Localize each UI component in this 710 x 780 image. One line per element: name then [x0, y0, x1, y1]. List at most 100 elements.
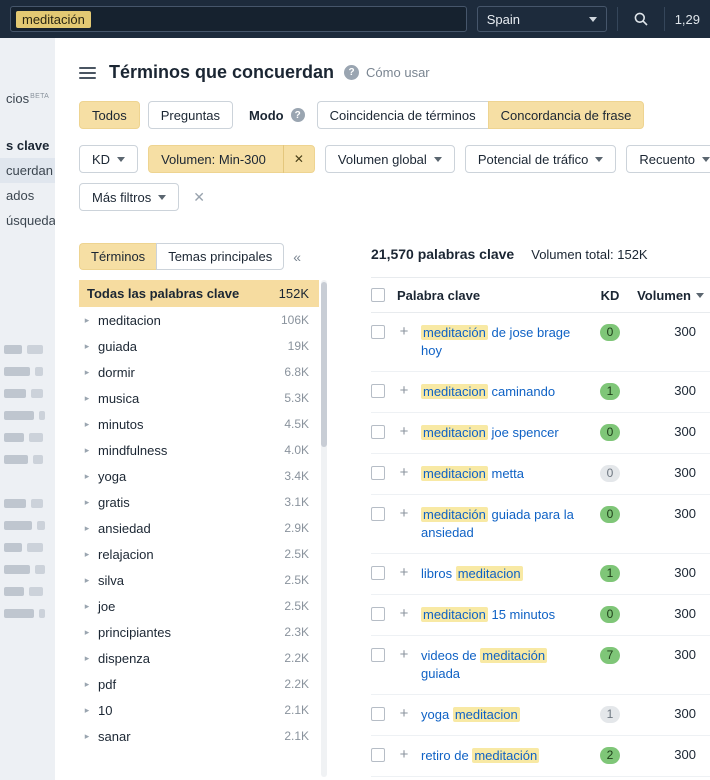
- term-list-item[interactable]: ▸ mindfulness 4.0K: [79, 437, 319, 463]
- keyword-link[interactable]: meditacion joe spencer: [421, 424, 588, 442]
- term-list-item[interactable]: ▸ guiada 19K: [79, 333, 319, 359]
- term-list-item[interactable]: ▸ dormir 6.8K: [79, 359, 319, 385]
- expand-triangle-icon[interactable]: ▸: [84, 678, 90, 689]
- term-list-item[interactable]: ▸ dispenza 2.2K: [79, 645, 319, 671]
- expand-triangle-icon[interactable]: ▸: [84, 314, 90, 325]
- scrollbar-thumb[interactable]: [321, 282, 327, 447]
- search-button[interactable]: [628, 6, 654, 32]
- mode-phrase-match[interactable]: Concordancia de frase: [487, 101, 645, 129]
- term-list-item[interactable]: ▸ pdf 2.2K: [79, 671, 319, 697]
- add-keyword-icon[interactable]: +: [399, 564, 409, 581]
- terms-scrollbar[interactable]: [321, 280, 327, 777]
- term-list-item[interactable]: ▸ sanar 2.1K: [79, 723, 319, 749]
- keyword-link[interactable]: yoga meditacion: [421, 706, 588, 724]
- term-list-item[interactable]: ▸ gratis 3.1K: [79, 489, 319, 515]
- menu-icon[interactable]: [79, 66, 96, 79]
- column-keyword[interactable]: Palabra clave: [397, 287, 481, 303]
- expand-triangle-icon[interactable]: ▸: [84, 418, 90, 429]
- kd-filter-dropdown[interactable]: KD: [79, 145, 139, 173]
- keyword-link[interactable]: meditacion metta: [421, 465, 588, 483]
- expand-triangle-icon[interactable]: ▸: [84, 626, 90, 637]
- traffic-potential-dropdown[interactable]: Potencial de tráfico: [464, 145, 617, 173]
- country-select[interactable]: Spain: [476, 6, 607, 32]
- global-volume-dropdown[interactable]: Volumen global: [324, 145, 455, 173]
- term-list-item[interactable]: ▸ relajacion 2.5K: [79, 541, 319, 567]
- keyword-link[interactable]: videos de meditación guiada: [421, 647, 588, 683]
- sidebar-item-related[interactable]: ados: [6, 188, 35, 203]
- row-checkbox[interactable]: [371, 325, 385, 339]
- row-checkbox[interactable]: [371, 466, 385, 480]
- add-keyword-icon[interactable]: +: [399, 505, 409, 522]
- more-filters-dropdown[interactable]: Más filtros: [79, 183, 180, 211]
- expand-triangle-icon[interactable]: ▸: [84, 496, 90, 507]
- tab-terminos[interactable]: Términos: [79, 243, 157, 270]
- add-keyword-icon[interactable]: +: [399, 705, 409, 722]
- collapse-panel-icon[interactable]: «: [293, 248, 302, 265]
- add-keyword-icon[interactable]: +: [399, 464, 409, 481]
- clear-filters-icon[interactable]: ✕: [193, 188, 205, 205]
- tab-temas-principales[interactable]: Temas principales: [156, 243, 285, 270]
- expand-triangle-icon[interactable]: ▸: [84, 704, 90, 715]
- add-keyword-icon[interactable]: +: [399, 646, 409, 663]
- term-list-item[interactable]: ▸ silva 2.5K: [79, 567, 319, 593]
- keyword-link[interactable]: meditacion caminando: [421, 383, 588, 401]
- mode-help-icon[interactable]: ?: [290, 108, 305, 122]
- mode-terms-match[interactable]: Coincidencia de términos: [316, 101, 488, 129]
- expand-triangle-icon[interactable]: ▸: [84, 574, 90, 585]
- expand-triangle-icon[interactable]: ▸: [84, 522, 90, 533]
- country-label: Spain: [486, 11, 520, 27]
- term-list-item[interactable]: ▸ musica 5.3K: [79, 385, 319, 411]
- all-keywords-row[interactable]: Todas las palabras clave 152K: [79, 280, 319, 307]
- add-keyword-icon[interactable]: +: [399, 423, 409, 440]
- tab-todos[interactable]: Todos: [79, 101, 140, 129]
- keyword-search-input[interactable]: meditación: [10, 6, 467, 32]
- term-list-item[interactable]: ▸ ansiedad 2.9K: [79, 515, 319, 541]
- term-list-item[interactable]: ▸ 10 2.1K: [79, 697, 319, 723]
- row-checkbox[interactable]: [371, 566, 385, 580]
- keyword-link[interactable]: meditacion 15 minutos: [421, 606, 588, 624]
- keyword-link[interactable]: libros meditacion: [421, 565, 588, 583]
- kd-badge: 0: [599, 465, 621, 482]
- remove-filter-icon[interactable]: ✕: [282, 145, 314, 173]
- expand-triangle-icon[interactable]: ▸: [84, 470, 90, 481]
- tab-preguntas[interactable]: Preguntas: [147, 101, 233, 129]
- keyword-link[interactable]: meditación de jose brage hoy: [421, 324, 588, 360]
- expand-triangle-icon[interactable]: ▸: [84, 548, 90, 559]
- term-list-item[interactable]: ▸ joe 2.5K: [79, 593, 319, 619]
- select-all-checkbox[interactable]: [371, 288, 385, 302]
- row-checkbox[interactable]: [371, 707, 385, 721]
- help-icon[interactable]: ?: [344, 65, 360, 80]
- row-checkbox[interactable]: [371, 648, 385, 662]
- column-kd[interactable]: KD: [600, 287, 620, 303]
- row-checkbox[interactable]: [371, 607, 385, 621]
- expand-triangle-icon[interactable]: ▸: [84, 652, 90, 663]
- expand-triangle-icon[interactable]: ▸: [84, 730, 90, 741]
- term-list-item[interactable]: ▸ meditacion 106K: [79, 307, 319, 333]
- keyword-link[interactable]: meditación guiada para la ansiedad: [421, 506, 588, 542]
- row-checkbox[interactable]: [371, 748, 385, 762]
- word-count-dropdown[interactable]: Recuento: [626, 145, 710, 173]
- sidebar-item-search[interactable]: úsqueda: [6, 213, 55, 228]
- sidebar-item-ads[interactable]: ciosBETA: [6, 91, 50, 106]
- row-checkbox[interactable]: [371, 384, 385, 398]
- term-list-item[interactable]: ▸ yoga 3.4K: [79, 463, 319, 489]
- add-keyword-icon[interactable]: +: [399, 605, 409, 622]
- row-checkbox[interactable]: [371, 507, 385, 521]
- term-list-item[interactable]: ▸ principiantes 2.3K: [79, 619, 319, 645]
- add-keyword-icon[interactable]: +: [399, 746, 409, 763]
- column-volume[interactable]: Volumen: [632, 288, 710, 303]
- sidebar-item-matching-terms[interactable]: cuerdan: [0, 158, 55, 183]
- how-to-use-link[interactable]: Cómo usar: [366, 65, 430, 80]
- expand-triangle-icon[interactable]: ▸: [84, 340, 90, 351]
- add-keyword-icon[interactable]: +: [399, 323, 409, 340]
- skeleton-bar: [31, 499, 43, 508]
- keyword-link[interactable]: retiro de meditación: [421, 747, 588, 765]
- add-keyword-icon[interactable]: +: [399, 382, 409, 399]
- volume-filter-active[interactable]: Volumen: Min-300 ✕: [148, 145, 315, 173]
- row-checkbox[interactable]: [371, 425, 385, 439]
- expand-triangle-icon[interactable]: ▸: [84, 444, 90, 455]
- expand-triangle-icon[interactable]: ▸: [84, 392, 90, 403]
- term-list-item[interactable]: ▸ minutos 4.5K: [79, 411, 319, 437]
- expand-triangle-icon[interactable]: ▸: [84, 600, 90, 611]
- expand-triangle-icon[interactable]: ▸: [84, 366, 90, 377]
